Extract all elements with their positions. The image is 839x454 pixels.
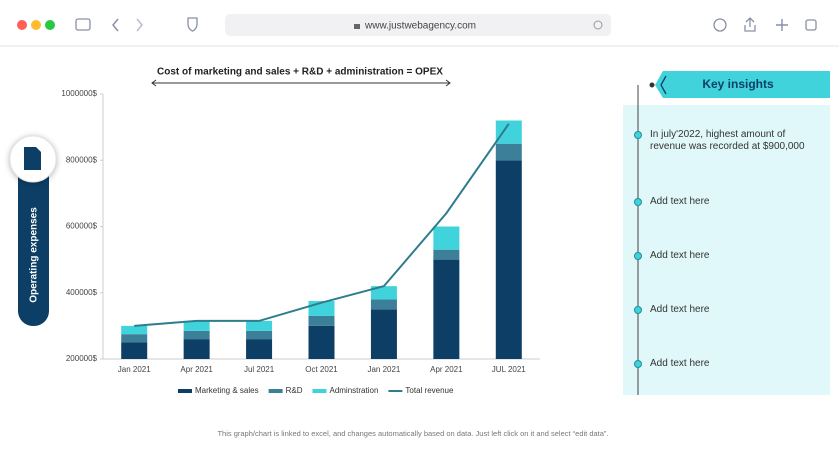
bar-segment xyxy=(183,339,210,359)
close-button[interactable] xyxy=(17,20,27,30)
legend-swatch xyxy=(268,389,283,393)
footer-note: This graph/chart is linked to excel, and… xyxy=(217,429,608,438)
bar-segment xyxy=(370,299,397,310)
minimize-button[interactable] xyxy=(31,20,41,30)
bar-segment xyxy=(370,286,397,300)
bar-segment xyxy=(495,120,522,144)
bar-segment xyxy=(183,330,210,340)
revenue-line xyxy=(134,123,510,327)
y-tick-label: 400000$ xyxy=(66,288,98,297)
new-tab-button[interactable] xyxy=(776,19,788,31)
legend-label: Marketing & sales xyxy=(195,386,259,395)
legend-swatch xyxy=(178,389,192,393)
bar-segment xyxy=(308,325,335,359)
bar-segment xyxy=(121,342,148,359)
sidebar-button[interactable] xyxy=(75,18,91,31)
insight-text: Add text here xyxy=(650,304,710,315)
lock-icon xyxy=(354,24,360,29)
legend-label: Total revenue xyxy=(405,386,454,395)
insight-text: In july'2022, highest amount of revenue … xyxy=(650,129,805,152)
bar-segment xyxy=(308,315,335,326)
header-chevron xyxy=(660,75,667,95)
zoom-button[interactable] xyxy=(45,20,55,30)
sidebar-label: Operating expenses xyxy=(29,207,40,303)
chart: 200000$ 400000$ 600000$ 800000$ 1000000$ Jan … xyxy=(61,89,526,395)
sidebar-pill xyxy=(18,140,49,326)
address-bar[interactable] xyxy=(225,14,611,36)
shield-icon[interactable] xyxy=(187,17,198,32)
insights-title: Key insights xyxy=(702,77,774,91)
timeline-dot xyxy=(634,198,642,206)
bar-segment xyxy=(370,309,397,359)
timeline-dot xyxy=(634,360,642,368)
timeline-dot xyxy=(649,82,655,88)
back-button[interactable] xyxy=(112,18,119,32)
bar-segment xyxy=(495,160,522,359)
x-tick-label: Jan 2021 xyxy=(367,365,400,374)
x-tick-label: Apr 2021 xyxy=(430,365,463,374)
url: www.justwebagency.com xyxy=(364,21,476,32)
insights-panel xyxy=(623,105,830,395)
y-tick-label: 1000000$ xyxy=(61,89,97,98)
x-tick-label: Jan 2021 xyxy=(118,365,151,374)
insights-header xyxy=(655,71,830,98)
bar-segment xyxy=(121,334,148,343)
download-button[interactable] xyxy=(713,18,727,32)
reload-button[interactable] xyxy=(593,20,603,30)
document-icon xyxy=(24,147,41,170)
insight-text: Add text here xyxy=(650,358,710,369)
bar-segment xyxy=(495,143,522,161)
timeline-dot xyxy=(634,306,642,314)
x-tick-label: Apr 2021 xyxy=(180,365,213,374)
bar-segment xyxy=(246,330,273,340)
timeline-dot xyxy=(634,131,642,139)
forward-button[interactable] xyxy=(136,18,143,32)
insight-text: Add text here xyxy=(650,196,710,207)
bar-segment xyxy=(246,320,273,331)
tabs-button[interactable] xyxy=(805,19,817,31)
x-tick-label: Jul 2021 xyxy=(244,365,275,374)
annotation: Cost of marketing and sales + R&D + admi… xyxy=(157,67,443,78)
legend-label: R&D xyxy=(286,386,303,395)
x-tick-label: Oct 2021 xyxy=(305,365,338,374)
y-tick-label: 800000$ xyxy=(66,155,98,164)
legend-swatch xyxy=(312,389,327,393)
insight-text: Add text here xyxy=(650,250,710,261)
bar-segment xyxy=(183,320,210,331)
bar-segment xyxy=(433,249,460,260)
annotation-arrow xyxy=(151,79,451,87)
share-button[interactable] xyxy=(744,17,756,32)
legend-label: Adminstration xyxy=(329,386,378,395)
bar-segment xyxy=(433,226,460,250)
bar-segment xyxy=(246,339,273,359)
y-tick-label: 600000$ xyxy=(66,222,98,231)
bar-segment xyxy=(433,259,460,359)
y-tick-label: 200000$ xyxy=(66,354,98,363)
timeline-dot xyxy=(634,252,642,260)
x-tick-label: JUL 2021 xyxy=(492,365,527,374)
bar-segment xyxy=(121,325,148,335)
